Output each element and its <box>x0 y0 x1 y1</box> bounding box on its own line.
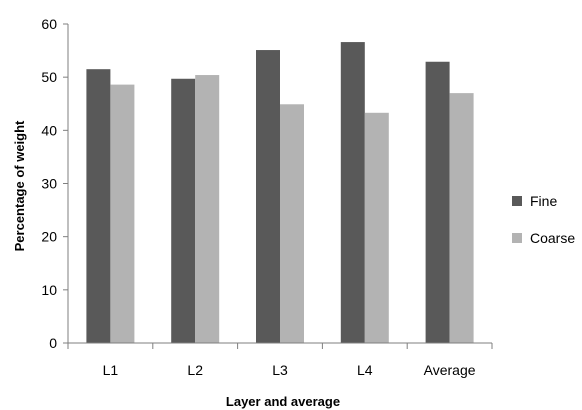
x-tick-label: L1 <box>103 362 119 378</box>
y-tick-label: 10 <box>41 282 57 298</box>
bar-coarse-l1 <box>110 84 135 344</box>
bar-fine-l2 <box>171 78 196 344</box>
y-tick-label: 60 <box>41 16 57 32</box>
legend-label-fine: Fine <box>530 193 557 209</box>
x-tick-label: L4 <box>357 362 373 378</box>
bar-fine-average <box>425 61 450 344</box>
y-axis-ticks: 0 10 20 30 40 50 60 <box>41 16 68 351</box>
bar-coarse-average <box>449 93 474 343</box>
x-axis-ticks: L1 L2 L3 L4 Average <box>67 343 493 378</box>
bars-group <box>86 42 474 344</box>
legend-swatch-fine <box>512 196 522 206</box>
legend: Fine Coarse <box>512 193 575 246</box>
bar-coarse-l3 <box>280 104 304 343</box>
x-axis-title: Layer and average <box>226 394 340 409</box>
bar-fine-l4 <box>340 42 365 344</box>
y-tick-label: 30 <box>41 176 57 192</box>
y-tick-label: 20 <box>41 229 57 245</box>
bar-coarse-l4 <box>364 112 389 343</box>
bar-fine-l1 <box>86 69 111 344</box>
bar-fine-l3 <box>256 50 280 343</box>
legend-swatch-coarse <box>512 233 522 243</box>
y-tick-label: 50 <box>41 69 57 85</box>
bar-coarse-l2 <box>195 75 220 343</box>
y-tick-label: 0 <box>49 335 57 351</box>
x-tick-label: Average <box>424 362 476 378</box>
x-tick-label: L2 <box>187 362 203 378</box>
legend-label-coarse: Coarse <box>530 230 575 246</box>
y-axis-title: Percentage of weight <box>12 120 27 251</box>
x-tick-label: L3 <box>272 362 288 378</box>
y-tick-label: 40 <box>41 122 57 138</box>
